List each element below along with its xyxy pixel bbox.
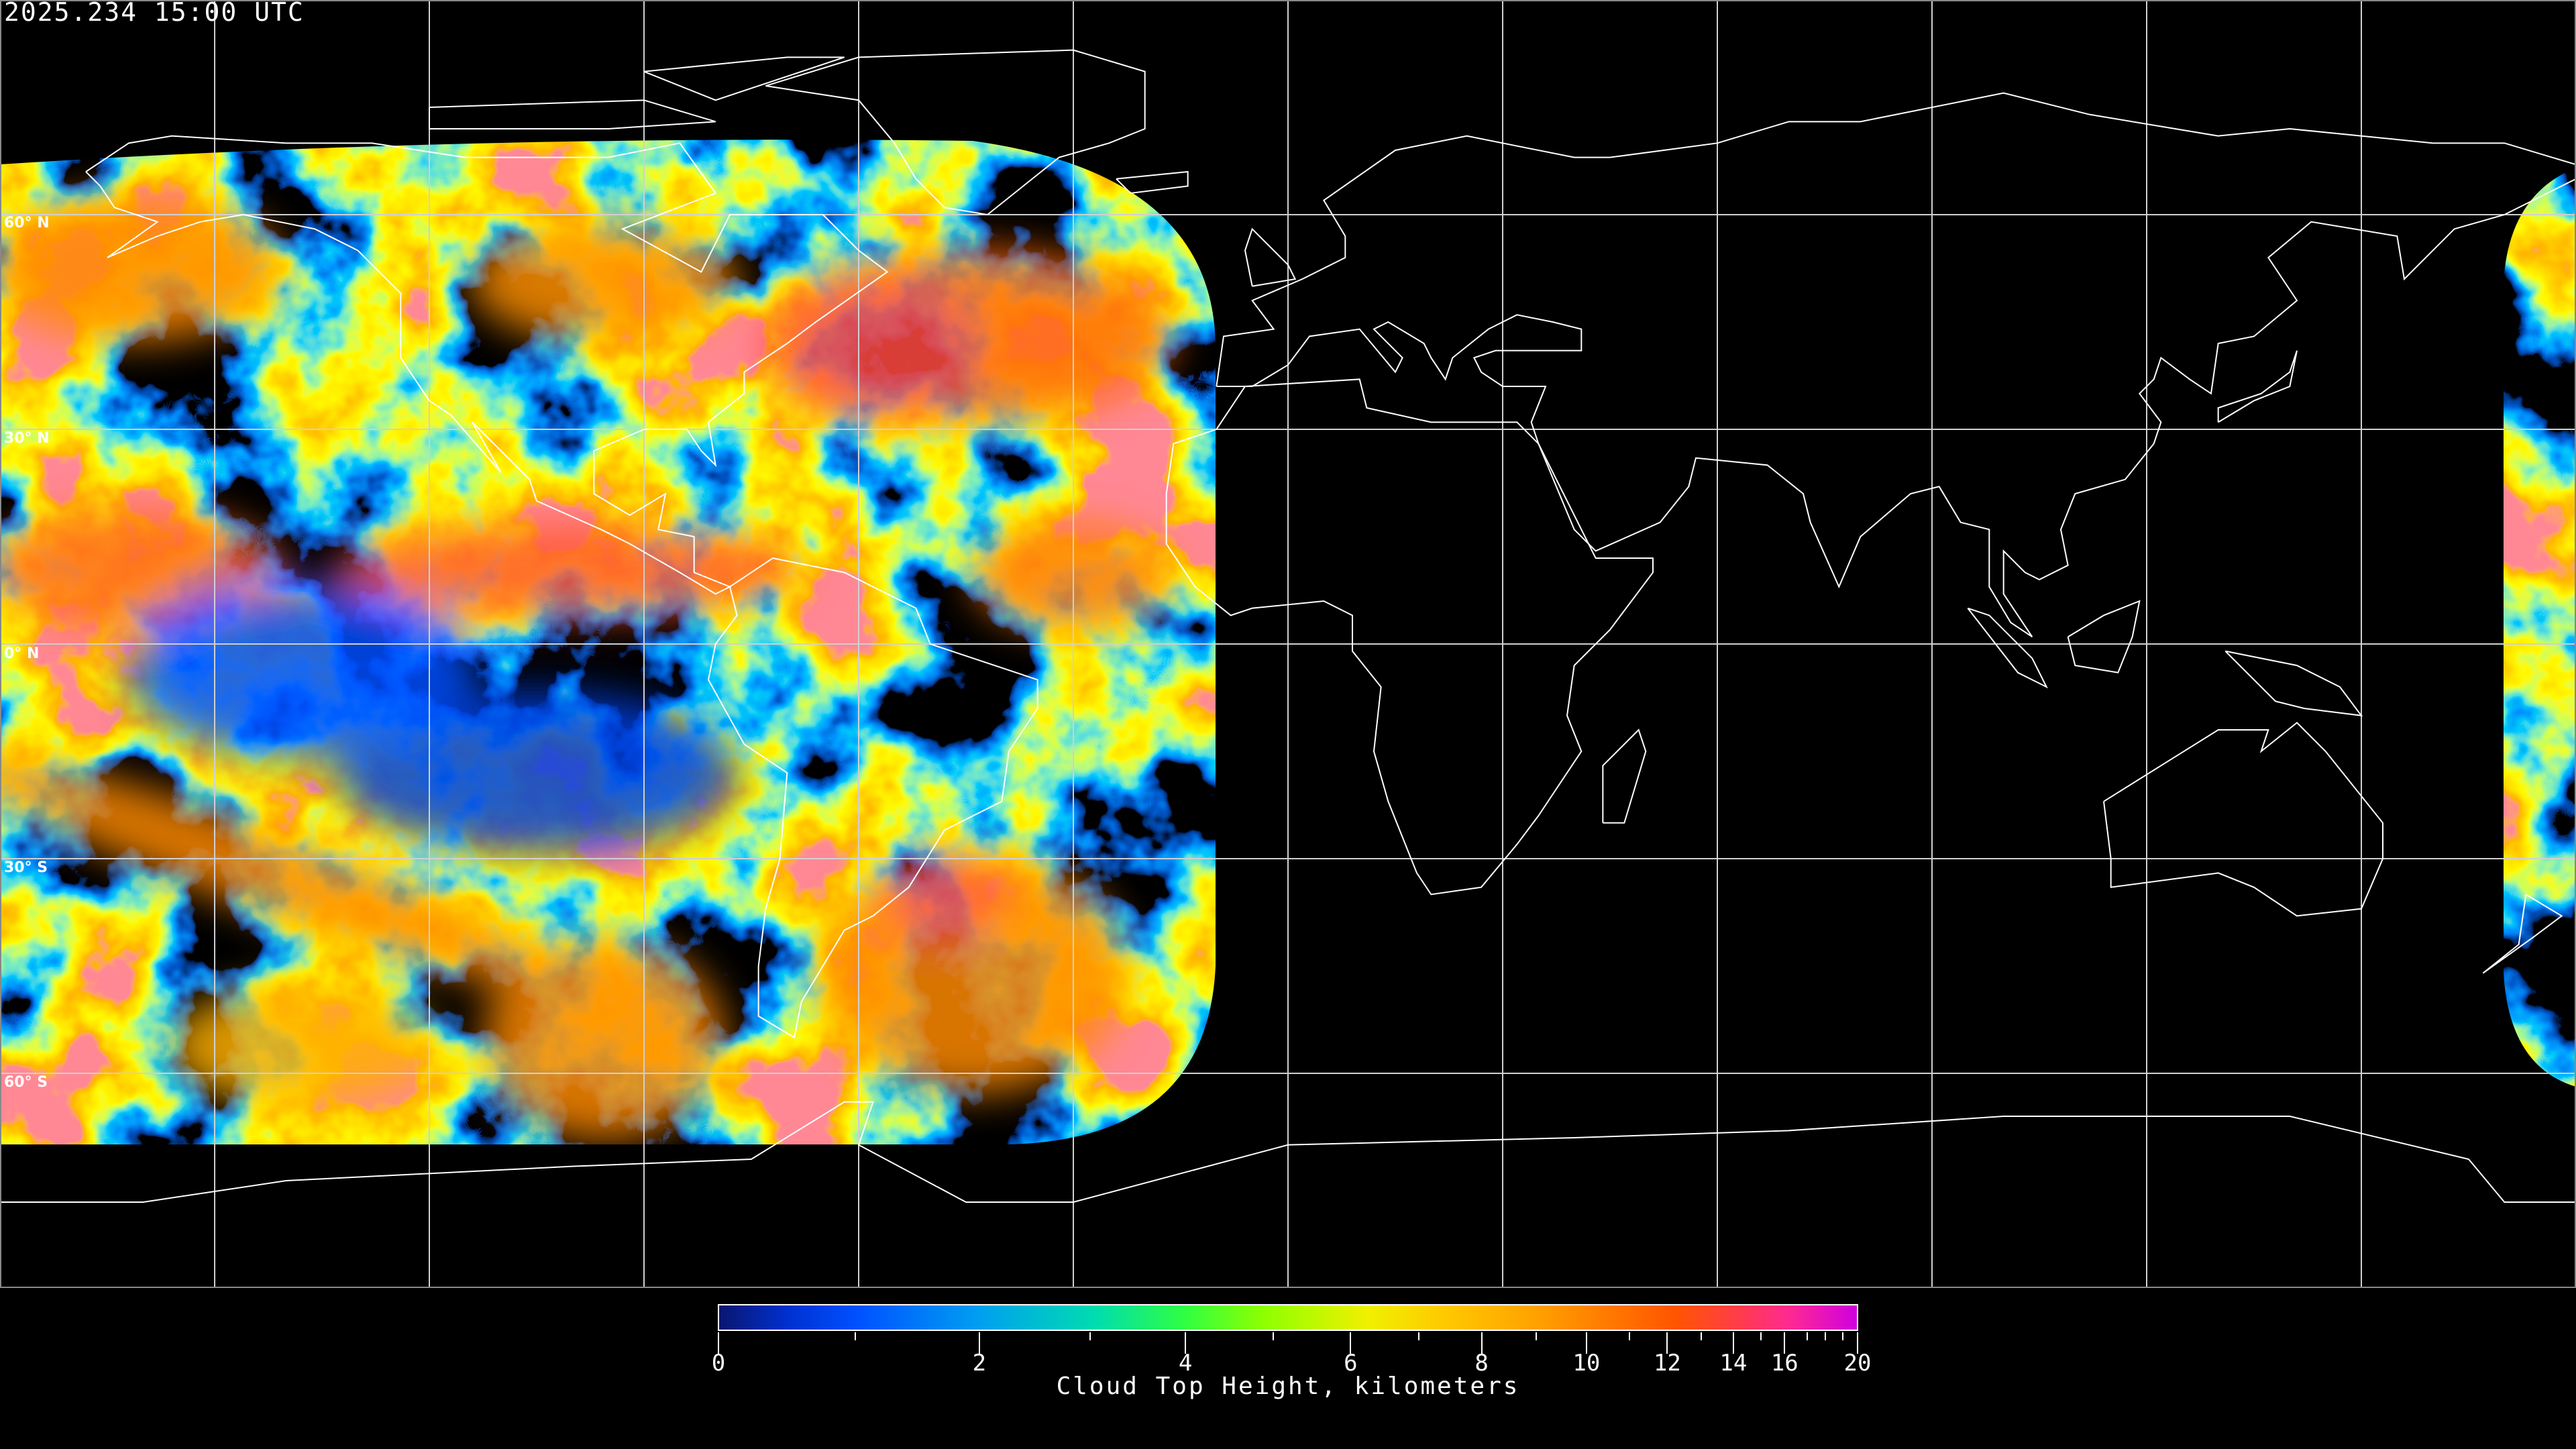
colorbar-tick [1536, 1332, 1538, 1340]
colorbar-tick [1272, 1332, 1274, 1340]
colorbar-tick-label: 0 [711, 1350, 726, 1377]
lat-label-60n: 60° N [4, 215, 50, 231]
colorbar-tick [718, 1332, 719, 1354]
colorbar-tick-label: 2 [972, 1350, 987, 1377]
colorbar-tick [1481, 1332, 1483, 1354]
colorbar-tick-label: 10 [1572, 1350, 1601, 1377]
colorbar-tick [1807, 1332, 1809, 1340]
colorbar-tick-label: 6 [1344, 1350, 1358, 1377]
coastline-iceland [1116, 172, 1188, 193]
colorbar-tick [1825, 1332, 1827, 1340]
cloud-systems [0, 195, 1174, 1140]
colorbar-tick-label: 14 [1719, 1350, 1748, 1377]
coastline-antarctica [0, 1102, 2576, 1202]
map-frame [0, 0, 2576, 1288]
coastline-arctic-islands-1 [429, 100, 716, 129]
colorbar-tick-label: 20 [1843, 1350, 1872, 1377]
colorbar-title: Cloud Top Height, kilometers [1056, 1373, 1520, 1400]
colorbar-tick [1841, 1332, 1843, 1340]
colorbar-tick [1089, 1332, 1091, 1340]
colorbar-tick [1732, 1332, 1734, 1354]
colorbar-tick [1701, 1332, 1703, 1340]
colorbar-tick [978, 1332, 980, 1354]
coastlines [0, 50, 2576, 1202]
coastline-borneo [2068, 601, 2140, 673]
colorbar-tick [1185, 1332, 1187, 1354]
lat-label-equator: 0° N [4, 645, 40, 662]
colorbar-tick [1666, 1332, 1668, 1354]
coastline-new-guinea [2225, 651, 2361, 716]
coastline-africa [1167, 379, 1653, 894]
satellite-swath-east [2504, 168, 2576, 1087]
lat-label-30s: 30° S [4, 859, 48, 876]
coastline-great-britain [1245, 229, 1295, 286]
coastline-madagascar [1603, 730, 1646, 823]
colorbar-tick [1784, 1332, 1786, 1354]
coastline-eurasia [1216, 93, 2576, 637]
coastline-sumatra [1968, 608, 2046, 687]
coastline-australia [2104, 722, 2383, 916]
coastline-south-america [708, 558, 1038, 1038]
coastline-arctic-islands-2 [644, 57, 845, 100]
coastline-north-america [86, 136, 888, 594]
coastline-japan [2218, 351, 2297, 423]
colorbar-tick-label: 4 [1178, 1350, 1193, 1377]
colorbar-tick [854, 1332, 856, 1340]
coastline-greenland [765, 50, 1144, 215]
graticule [0, 0, 2576, 1288]
satellite-swath-west [0, 140, 1216, 1144]
colorbar-tick [1857, 1332, 1858, 1354]
colorbar-tick [1350, 1332, 1352, 1354]
cloud-top-height-map [0, 0, 2576, 1288]
timestamp: 2025.234 15:00 UTC [4, 0, 305, 27]
colorbar-tick [1418, 1332, 1420, 1340]
colorbar-tick-label: 16 [1770, 1350, 1799, 1377]
colorbar-tick-label: 8 [1474, 1350, 1489, 1377]
colorbar-tick [1760, 1332, 1762, 1340]
coastline-new-zealand [2483, 894, 2561, 973]
lat-label-30n: 30° N [4, 430, 50, 447]
colorbar [718, 1304, 1858, 1331]
lat-label-60s: 60° S [4, 1074, 48, 1091]
colorbar-tick-label: 12 [1653, 1350, 1681, 1377]
colorbar-tick [1585, 1332, 1587, 1354]
colorbar-tick [1629, 1332, 1631, 1340]
